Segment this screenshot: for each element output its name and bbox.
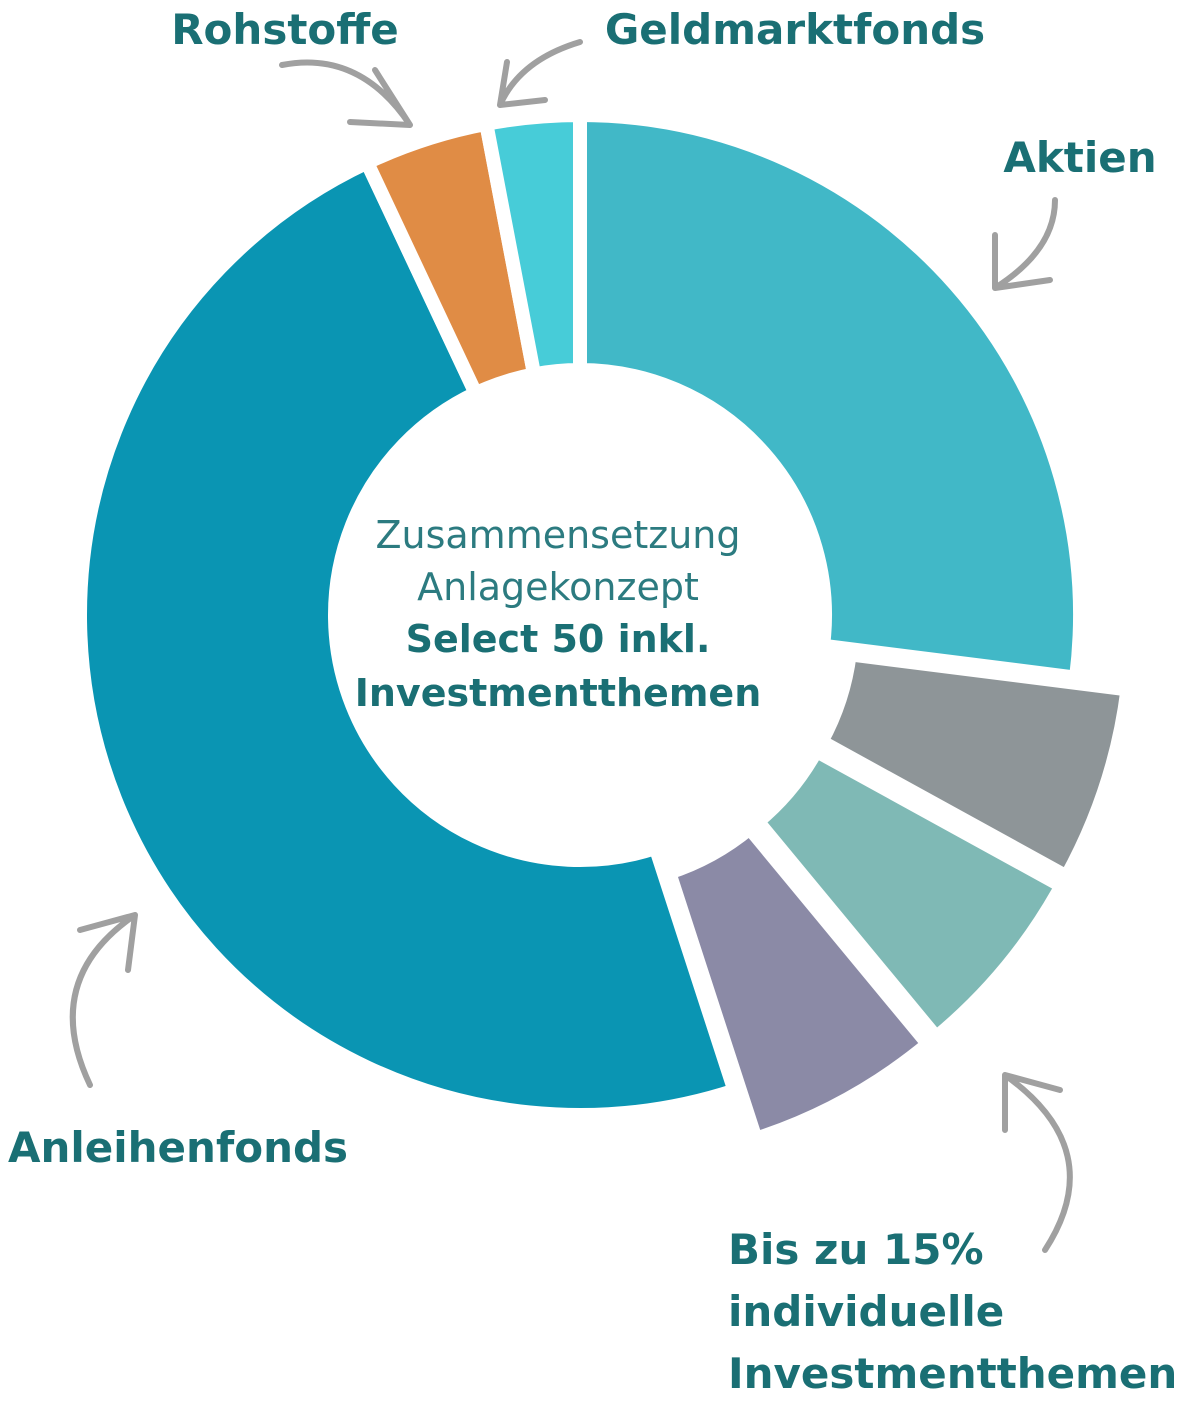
arrow [279, 59, 413, 128]
donut-segment [73, 155, 742, 1122]
center-text-bold: Select 50 inkl. [406, 617, 711, 661]
center-text: Anlagekonzept [417, 565, 699, 609]
category-label: Aktien [1003, 133, 1156, 182]
arrows [69, 39, 1073, 1253]
donut-segment [814, 647, 1135, 884]
annotation: Investmentthemen [728, 1349, 1177, 1398]
category-label: Geldmarktfonds [605, 5, 985, 54]
annotation: Bis zu 15% [728, 1225, 984, 1274]
arrow [69, 912, 138, 1088]
donut-segment [750, 743, 1069, 1045]
arrow [497, 39, 583, 108]
center-text: Zusammensetzung [375, 513, 740, 557]
arrow [1002, 1072, 1073, 1253]
annotation: individuelle [728, 1287, 1004, 1336]
arrow [992, 197, 1058, 291]
donut-segment [573, 108, 1087, 685]
category-label: Rohstoffe [171, 5, 399, 54]
category-label: Anleihenfonds [8, 1123, 348, 1172]
donut-segment [662, 821, 936, 1146]
center-text-bold: Investmentthemen [355, 671, 762, 715]
donut-segment [479, 108, 587, 382]
